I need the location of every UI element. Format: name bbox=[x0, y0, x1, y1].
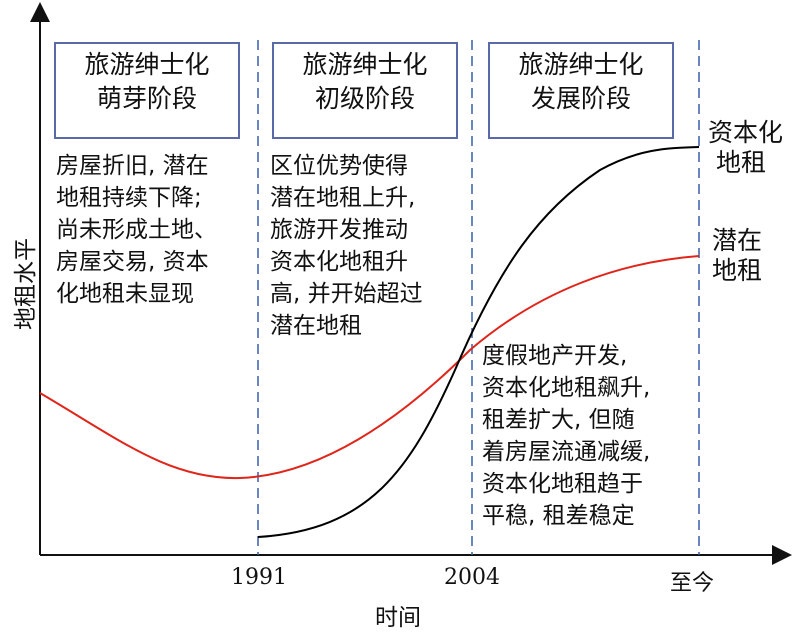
stage-development-line1: 旅游绅士化 bbox=[518, 50, 644, 79]
stage2-desc-line: 资本化地租升 bbox=[270, 249, 408, 275]
stage2-description: 区位优势使得 潜在地租上升, 旅游开发推动 资本化地租升 高, 并开始超过 潜在… bbox=[270, 150, 423, 342]
potential-rent-label-line2: 地租 bbox=[712, 256, 763, 285]
tick-now: 至今 bbox=[670, 571, 715, 596]
tick-2004: 2004 bbox=[444, 565, 500, 590]
x-axis-title: 时间 bbox=[375, 605, 421, 631]
stage-initial-line1: 旅游绅士化 bbox=[302, 50, 428, 79]
capitalized-rent-label-line1: 资本化 bbox=[708, 118, 784, 147]
stage-box-initial: 旅游绅士化 初级阶段 bbox=[272, 42, 458, 139]
capitalized-rent-label-line2: 地租 bbox=[716, 148, 767, 177]
tick-1991: 1991 bbox=[231, 565, 287, 590]
stage-sprout-line1: 旅游绅士化 bbox=[84, 50, 210, 79]
stage2-desc-line: 旅游开发推动 bbox=[270, 217, 408, 243]
potential-rent-curve bbox=[39, 255, 700, 480]
stage-development-line2: 发展阶段 bbox=[530, 84, 631, 113]
stage1-desc-line: 房屋交易, 资本 bbox=[56, 249, 209, 275]
stage-box-development: 旅游绅士化 发展阶段 bbox=[488, 42, 674, 139]
stage2-desc-line: 区位优势使得 bbox=[270, 153, 408, 179]
stage2-desc-line: 高, 并开始超过 bbox=[270, 281, 423, 307]
potential-rent-label-line1: 潜在 bbox=[712, 226, 763, 255]
stage3-desc-line: 资本化地租趋于 bbox=[482, 471, 643, 497]
stage3-desc-line: 度假地产开发, bbox=[482, 343, 628, 369]
stage3-desc-line: 平稳, 租差稳定 bbox=[482, 503, 635, 529]
stage1-desc-line: 房屋折旧, 潜在 bbox=[56, 153, 209, 179]
stage3-desc-line: 着房屋流通减缓, bbox=[482, 439, 651, 465]
potential-rent-label: 潜在 地租 bbox=[712, 226, 762, 286]
stage2-desc-line: 潜在地租 bbox=[270, 313, 362, 339]
stage1-description: 房屋折旧, 潜在 地租持续下降; 尚未形成土地、 房屋交易, 资本 化地租未显现 bbox=[56, 150, 217, 310]
stage-initial-line2: 初级阶段 bbox=[314, 84, 415, 113]
stage1-desc-line: 地租持续下降; bbox=[56, 185, 202, 211]
stage3-description: 度假地产开发, 资本化地租飙升, 租差扩大, 但随 着房屋流通减缓, 资本化地租… bbox=[482, 340, 650, 532]
stage-sprout-line2: 萌芽阶段 bbox=[96, 84, 197, 113]
stage-box-sprout: 旅游绅士化 萌芽阶段 bbox=[54, 42, 240, 139]
stage1-desc-line: 化地租未显现 bbox=[56, 281, 194, 307]
capitalized-rent-curve bbox=[257, 146, 700, 538]
y-axis-title: 地租水平 bbox=[13, 238, 39, 330]
stage3-desc-line: 资本化地租飙升, bbox=[482, 375, 651, 401]
stage3-desc-line: 租差扩大, 但随 bbox=[482, 407, 635, 433]
stage2-desc-line: 潜在地租上升, bbox=[270, 185, 416, 211]
stage1-desc-line: 尚未形成土地、 bbox=[56, 217, 217, 243]
capitalized-rent-label: 资本化 地租 bbox=[708, 118, 783, 178]
